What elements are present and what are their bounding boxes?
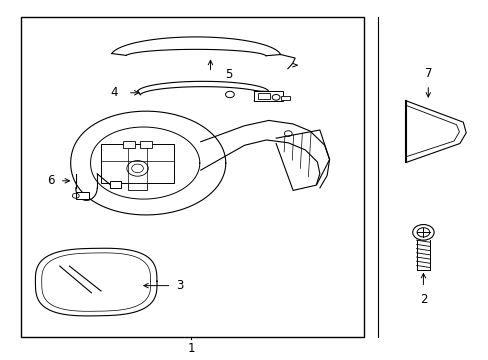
Bar (110, 181, 120, 188)
Text: 7: 7 (424, 67, 431, 80)
Text: 2: 2 (419, 293, 427, 306)
Bar (140, 141, 152, 148)
Text: 6: 6 (47, 174, 55, 187)
Bar (127, 183, 147, 190)
Bar (257, 93, 269, 99)
Text: 3: 3 (176, 279, 183, 292)
Text: 1: 1 (187, 342, 194, 355)
Bar (122, 141, 135, 148)
Text: 4: 4 (110, 86, 118, 99)
Text: 5: 5 (224, 68, 232, 81)
Bar (281, 96, 289, 100)
Bar (101, 144, 174, 183)
Bar (21, 17, 363, 337)
FancyBboxPatch shape (254, 91, 283, 101)
Bar (76, 192, 89, 199)
